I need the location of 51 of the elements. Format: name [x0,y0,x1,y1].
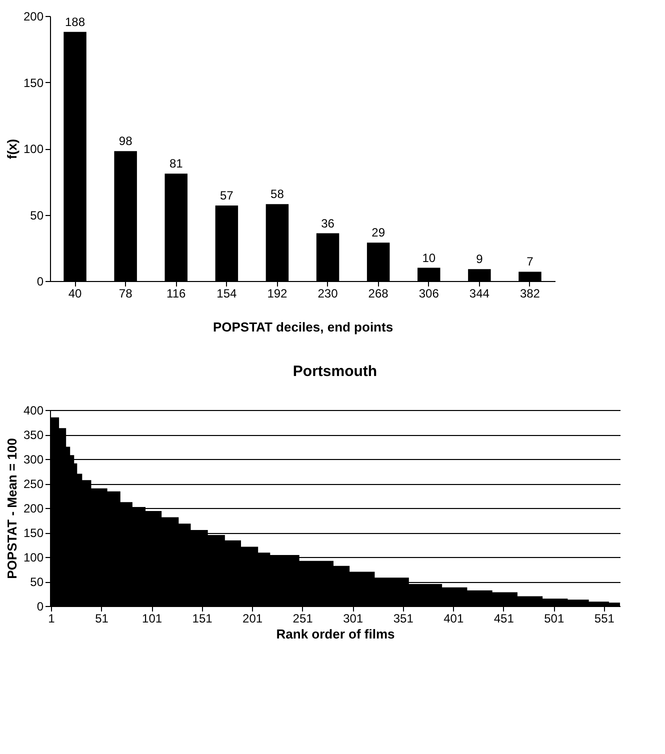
x-tick-label: 306 [418,286,440,300]
x-tick-label: 501 [544,612,564,626]
y-tick-label: 100 [23,550,44,564]
y-tick-label: 300 [23,452,44,466]
x-tick-label: 151 [192,612,213,626]
data-label: 57 [220,188,234,202]
x-tick-label: 268 [368,286,389,300]
data-label: 36 [321,216,335,230]
data-label: 9 [476,252,484,266]
y-tick-label: 0 [36,274,44,288]
x-tick-label: 344 [469,286,490,300]
y-axis-title: f(x) [4,138,20,160]
y-axis-title: POPSTAT - Mean = 100 [4,438,20,579]
y-tick-label: 100 [23,142,44,156]
x-tick-label: 401 [444,612,464,626]
x-axis-title: Rank order of films [276,626,395,642]
data-label: 7 [526,254,534,269]
y-tick-label: 400 [23,404,44,418]
y-tick-label: 50 [30,208,44,222]
y-tick-label: 50 [30,575,44,589]
x-tick-label: 78 [118,286,133,300]
x-tick-label: 201 [242,612,263,626]
data-label: 29 [372,226,386,240]
y-tick-label: 250 [23,477,44,491]
x-tick-label: 301 [343,612,364,626]
x-tick-label: 551 [594,612,615,626]
x-tick-label: 251 [292,612,314,626]
data-label: 58 [270,187,284,202]
x-axis-title: POPSTAT deciles, end points [212,320,394,334]
x-tick-label: 230 [318,286,338,300]
data-label: 98 [118,134,133,148]
x-tick-label: 351 [393,612,414,626]
x-tick-label: 116 [166,286,186,300]
x-tick-label: 40 [68,286,82,300]
x-tick-label: 451 [494,612,514,626]
data-label: 188 [65,14,86,29]
data-label: 10 [422,250,436,265]
y-tick-label: 350 [23,428,44,442]
x-tick-label: 1 [48,612,56,626]
x-tick-label: 101 [142,612,162,626]
x-tick-label: 192 [267,286,288,300]
x-tick-label: 154 [216,286,238,300]
x-tick-label: 382 [520,286,540,300]
y-tick-label: 150 [23,76,44,90]
x-tick-label: 51 [95,612,109,626]
y-tick-label: 0 [36,600,44,614]
chart-title: Portsmouth [292,363,378,380]
y-tick-label: 150 [23,526,44,540]
data-label: 81 [169,156,184,171]
y-tick-label: 200 [23,502,44,516]
y-tick-label: 200 [23,10,44,24]
